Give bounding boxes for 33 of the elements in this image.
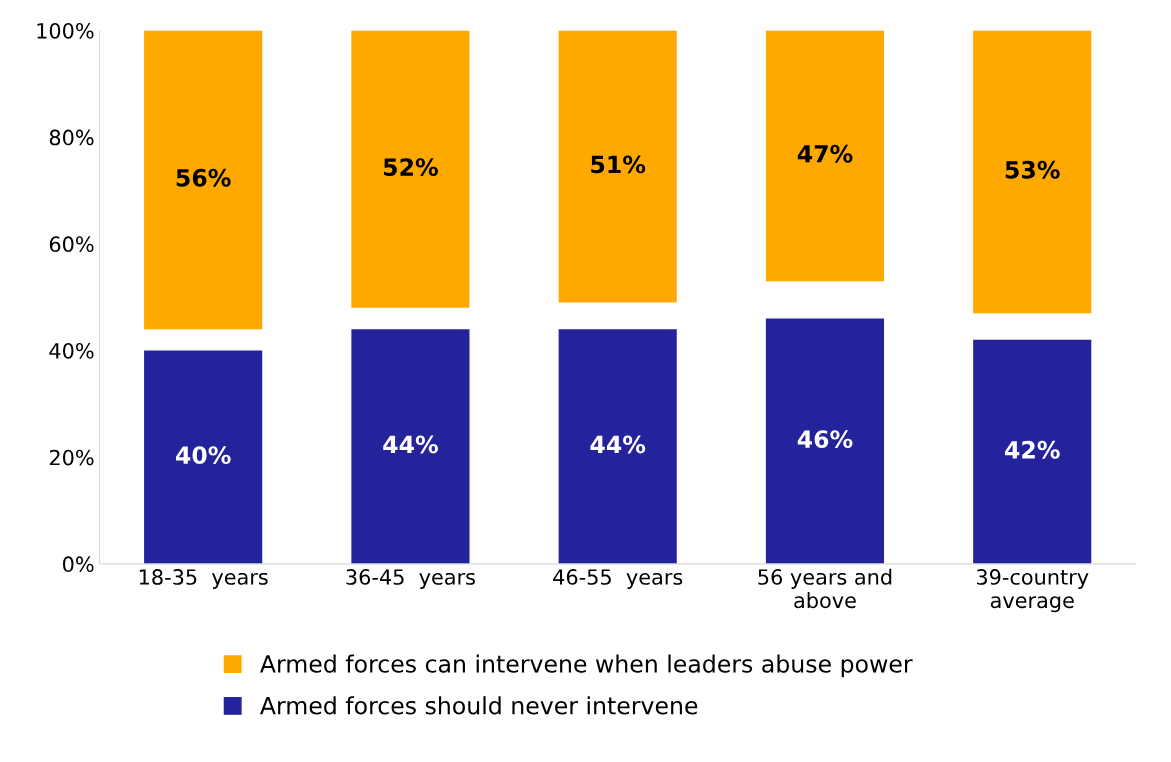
- data-label: 40%: [175, 446, 231, 465]
- legend-label: Armed forces should never intervene: [260, 696, 698, 715]
- data-label: 44%: [590, 435, 646, 454]
- bar: [558, 30, 677, 303]
- y-tick-label: 60%: [49, 236, 94, 253]
- y-tick-label: 20%: [49, 449, 94, 466]
- data-label: 42%: [1005, 440, 1060, 459]
- data-label: 52%: [384, 158, 438, 177]
- bar: [973, 339, 1092, 564]
- bar: [351, 329, 470, 564]
- bar: [144, 30, 263, 330]
- x-tick-label: 46-55 years: [553, 569, 683, 589]
- bar: [351, 30, 470, 308]
- x-tick-label: 56 years and above: [758, 568, 892, 609]
- bar: [765, 318, 885, 564]
- data-label: 44%: [383, 435, 438, 454]
- y-tick-label: 100%: [37, 22, 94, 39]
- data-label: 53%: [1005, 160, 1060, 179]
- y-tick-label: 0%: [63, 556, 94, 573]
- data-label: 47%: [797, 144, 853, 163]
- data-label: 46%: [797, 430, 853, 449]
- bar: [144, 350, 263, 564]
- bar: [558, 329, 677, 564]
- x-tick-label: 36-45 years: [346, 569, 475, 589]
- x-tick-label: 39-country average: [976, 569, 1089, 613]
- y-tick-label: 80%: [49, 129, 94, 146]
- legend-label: Armed forces can intervene when leaders abuse power: [260, 654, 913, 678]
- data-label: 51%: [591, 155, 646, 174]
- x-tick-label: 18-35 years: [139, 569, 268, 589]
- bar: [973, 30, 1092, 314]
- data-label: 56%: [176, 168, 231, 187]
- bar: [765, 30, 885, 282]
- y-tick-label: 40%: [49, 342, 94, 359]
